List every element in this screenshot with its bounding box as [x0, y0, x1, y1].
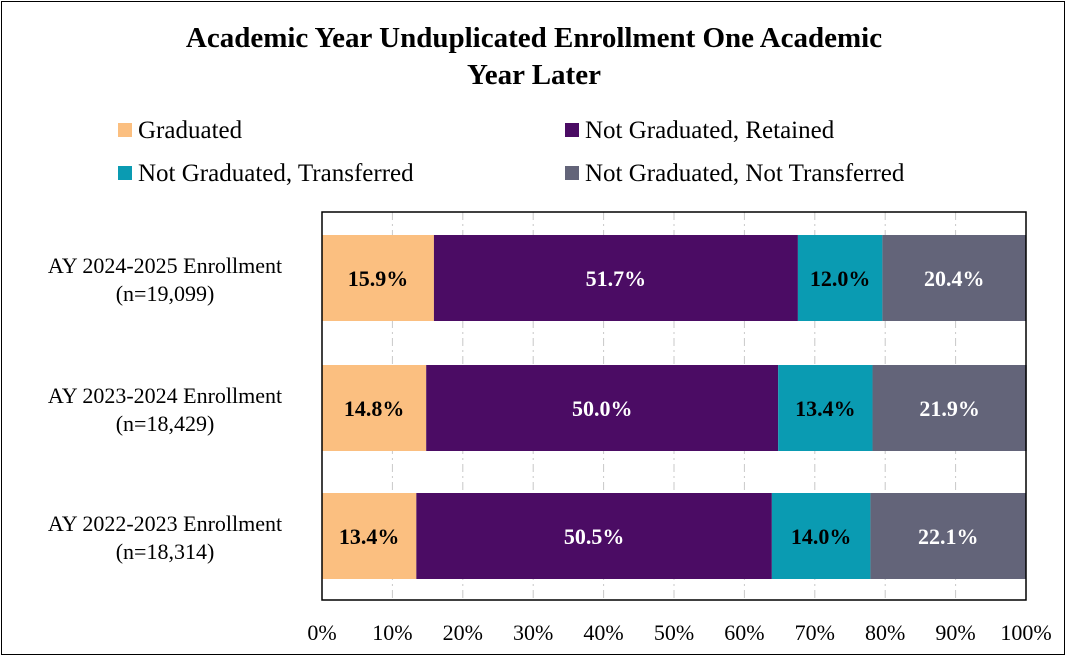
x-tick-label: 0% — [307, 620, 336, 645]
x-tick-label: 70% — [795, 620, 835, 645]
legend-item-graduated: Graduated — [118, 116, 242, 146]
legend-item-retained: Not Graduated, Retained — [565, 116, 834, 146]
legend-label-retained: Not Graduated, Retained — [585, 117, 835, 144]
legend-swatch-retained — [565, 123, 579, 137]
bar-segment — [870, 493, 1026, 579]
category-count-label: (n=18,314) — [116, 539, 215, 564]
data-label: 13.4% — [795, 396, 856, 421]
bar-segment — [416, 493, 772, 579]
x-tick-label: 30% — [513, 620, 553, 645]
x-tick-label: 10% — [372, 620, 412, 645]
legend-item-not-transferred: Not Graduated, Not Transferred — [565, 159, 904, 189]
legend-swatch-graduated — [118, 123, 132, 137]
x-tick-label: 90% — [935, 620, 975, 645]
data-label: 21.9% — [919, 396, 980, 421]
legend-swatch-not-transferred — [565, 166, 579, 180]
legend-swatch-transferred — [118, 166, 132, 180]
chart-title-line-1: Academic Year Unduplicated Enrollment On… — [185, 22, 883, 54]
x-tick-label: 60% — [724, 620, 764, 645]
bar-segment — [882, 235, 1026, 321]
bar-segment — [778, 365, 873, 451]
data-label: 15.9% — [348, 266, 409, 291]
bar-segment — [771, 493, 871, 579]
legend-label-graduated: Graduated — [138, 117, 243, 144]
data-label: 50.0% — [572, 396, 633, 421]
data-label: 12.0% — [810, 266, 871, 291]
data-label: 50.5% — [564, 524, 625, 549]
bar-segment — [872, 365, 1027, 451]
data-label: 22.1% — [918, 524, 979, 549]
x-tick-label: 80% — [865, 620, 905, 645]
x-tick-label: 40% — [583, 620, 623, 645]
bar-segment — [426, 365, 779, 451]
category-label: AY 2024-2025 Enrollment — [48, 253, 282, 278]
plot-border — [321, 211, 1027, 601]
chart-legend: Graduated Not Graduated, Retained Not Gr… — [0, 0, 1068, 200]
legend-label-transferred: Not Graduated, Transferred — [138, 160, 414, 187]
category-count-label: (n=18,429) — [116, 411, 215, 436]
x-tick-label: 20% — [443, 620, 483, 645]
legend-item-transferred: Not Graduated, Transferred — [118, 159, 414, 189]
category-label: AY 2022-2023 Enrollment — [48, 511, 282, 536]
chart-title: Academic Year Unduplicated Enrollment On… — [0, 20, 1068, 94]
legend-label-not-transferred: Not Graduated, Not Transferred — [585, 160, 905, 187]
category-label: AY 2023-2024 Enrollment — [48, 383, 282, 408]
data-label: 51.7% — [586, 266, 647, 291]
data-label: 14.0% — [791, 524, 852, 549]
x-tick-label: 100% — [1000, 620, 1051, 645]
bar-segment — [433, 235, 798, 321]
data-label: 14.8% — [344, 396, 405, 421]
x-tick-label: 50% — [654, 620, 694, 645]
bar-segment — [322, 493, 417, 579]
bar-segment — [322, 235, 434, 321]
data-label: 13.4% — [339, 524, 400, 549]
bar-segment — [322, 365, 427, 451]
bar-segment — [797, 235, 883, 321]
data-label: 20.4% — [924, 266, 985, 291]
category-count-label: (n=19,099) — [116, 281, 215, 306]
chart-title-line-2: Year Later — [467, 59, 601, 91]
